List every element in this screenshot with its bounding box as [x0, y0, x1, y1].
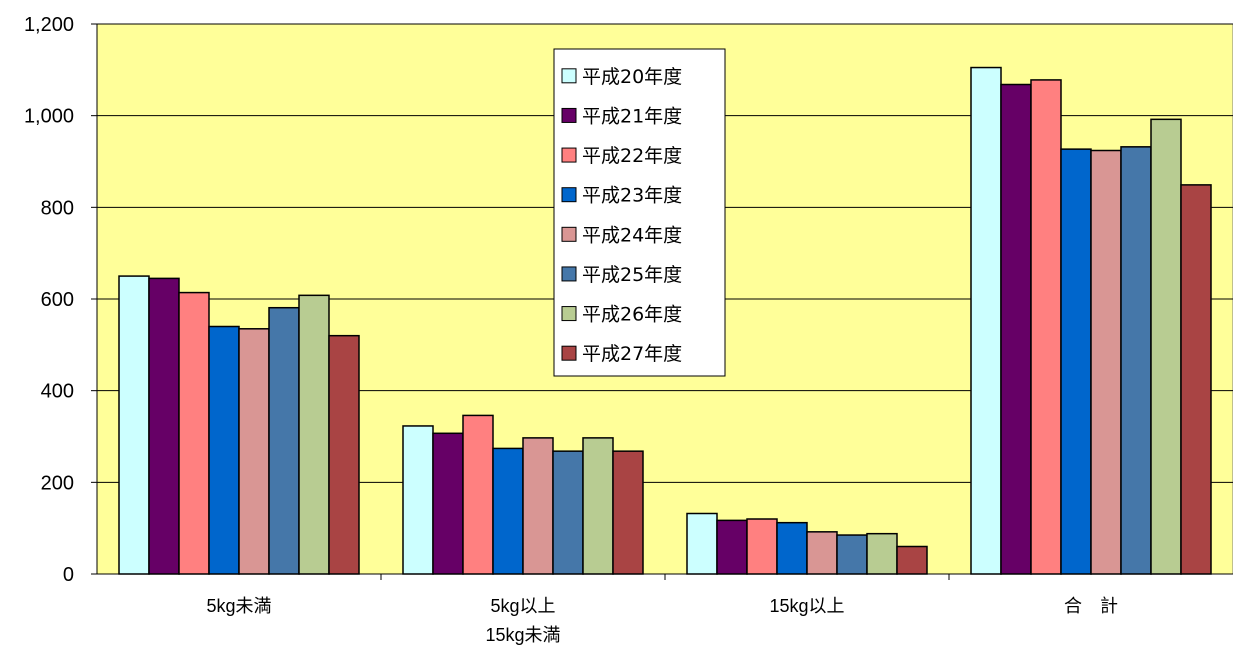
- y-tick-label: 0: [63, 564, 74, 586]
- bar: [1060, 148, 1092, 575]
- bar: [776, 521, 808, 575]
- bar: [1180, 184, 1212, 575]
- legend-label: 平成20年度: [582, 66, 682, 88]
- y-tick-label: 400: [41, 381, 74, 403]
- legend: 平成20年度平成21年度平成22年度平成23年度平成24年度平成25年度平成26…: [553, 48, 726, 377]
- legend-swatch: [561, 266, 577, 282]
- bar: [1120, 146, 1152, 575]
- bar: [298, 294, 330, 575]
- bar: [1030, 79, 1062, 575]
- legend-swatch: [561, 345, 577, 361]
- bar: [178, 291, 210, 575]
- bar: [1000, 83, 1032, 575]
- bar: [238, 328, 270, 575]
- bar: [402, 425, 434, 575]
- bar: [896, 545, 928, 575]
- bar: [686, 512, 718, 575]
- category-label: 15kg以上: [769, 596, 844, 616]
- bar: [118, 275, 150, 575]
- legend-swatch: [561, 147, 577, 163]
- legend-swatch: [561, 306, 577, 322]
- legend-label: 平成26年度: [582, 304, 682, 326]
- bar: [522, 437, 554, 575]
- bar: [148, 277, 180, 575]
- y-tick-label: 800: [41, 197, 74, 219]
- category-label: 5kg未満: [206, 596, 271, 616]
- bar: [806, 531, 838, 575]
- legend-label: 平成21年度: [582, 105, 682, 127]
- category-label: 15kg未満: [485, 625, 560, 645]
- axes: [96, 24, 1233, 580]
- legend-swatch: [561, 187, 577, 203]
- bar: [1090, 149, 1122, 575]
- legend-swatch: [561, 107, 577, 123]
- y-tick-label: 1,200: [24, 14, 74, 36]
- bar: [836, 534, 868, 575]
- bar: [268, 306, 300, 575]
- category-label: 5kg以上: [490, 596, 555, 616]
- bar: [492, 447, 524, 575]
- legend-label: 平成25年度: [582, 264, 682, 286]
- legend-label: 平成23年度: [582, 185, 682, 207]
- legend-label: 平成27年度: [582, 343, 682, 365]
- bars: [118, 66, 1212, 575]
- bar: [328, 334, 360, 575]
- category-labels: 5kg未満 5kg以上 15kg未満 15kg以上 合 計: [206, 596, 1118, 645]
- bar: [432, 432, 464, 575]
- y-tick-label: 1,000: [24, 106, 74, 128]
- y-tick-label: 200: [41, 472, 74, 494]
- bar: [462, 414, 494, 575]
- legend-label: 平成24年度: [582, 224, 682, 246]
- legend-box: [553, 48, 726, 377]
- category-label: 合 計: [1064, 596, 1118, 616]
- legend-swatch: [561, 226, 577, 242]
- bar: [866, 532, 898, 575]
- bar: [716, 519, 748, 575]
- bar: [1150, 118, 1182, 575]
- bar: [208, 325, 240, 575]
- legend-label: 平成22年度: [582, 145, 682, 167]
- y-tick-labels: 0 200 400 600 800 1,000 1,200: [24, 14, 74, 586]
- bar: [612, 450, 644, 575]
- bar: [746, 518, 778, 575]
- bar: [970, 66, 1002, 575]
- y-tick-label: 600: [41, 289, 74, 311]
- bar: [552, 450, 584, 575]
- legend-swatch: [561, 68, 577, 84]
- bar: [582, 437, 614, 575]
